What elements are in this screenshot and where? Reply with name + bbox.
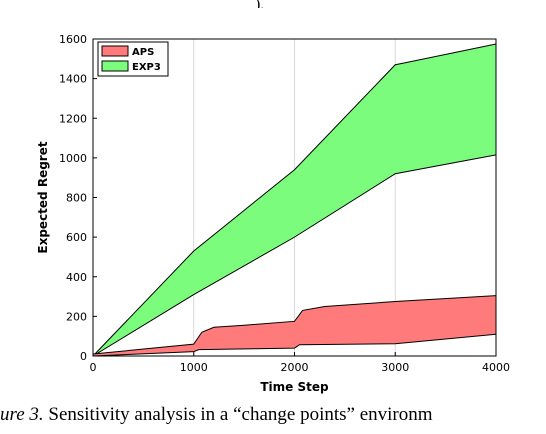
series-upper-line-aps <box>92 295 497 355</box>
series-lower-line-exp3 <box>92 154 497 357</box>
y-tick-label: 1000 <box>59 152 87 165</box>
y-tick-label: 800 <box>66 192 87 205</box>
y-tick-label: 400 <box>66 271 87 284</box>
legend-swatch-exp3 <box>101 60 129 72</box>
top-text-fragment: ), <box>255 0 275 8</box>
y-tick-label: 0 <box>80 350 87 363</box>
x-tick-label: 1000 <box>180 361 208 374</box>
y-axis-label: Expected Regret <box>36 141 50 253</box>
y-tick-label: 1600 <box>59 33 87 46</box>
legend-label-exp3: EXP3 <box>132 62 161 73</box>
series-lower-line-aps <box>92 333 497 357</box>
axis-ticks: 0 1000 2000 3000 4000 0 200 400 600 800 1000 1200 14… <box>59 33 510 374</box>
y-tick-label: 600 <box>66 231 87 244</box>
y-tick-label: 200 <box>66 310 87 323</box>
x-tick-label: 0 <box>90 361 97 374</box>
y-tick-label: 1200 <box>59 112 87 125</box>
series-band-exp3 <box>93 43 496 356</box>
x-tick-label: 2000 <box>281 361 309 374</box>
x-tick-label: 4000 <box>482 361 510 374</box>
legend-swatch-aps <box>101 45 129 57</box>
x-axis-label: Time Step <box>260 380 329 394</box>
y-tick-label: 1400 <box>59 73 87 86</box>
legend-label-aps: APS <box>132 47 154 58</box>
figure-caption: ure 3. Sensitivity analysis in a “change… <box>0 404 546 434</box>
legend: APS EXP3 <box>97 41 169 77</box>
series-band-aps <box>93 295 496 356</box>
caption-figure-label: ure 3. <box>0 404 44 425</box>
caption-text: Sensitivity analysis in a “change points… <box>43 404 433 425</box>
series-upper-line-exp3 <box>92 43 497 357</box>
regret-chart: 0 1000 2000 3000 4000 0 200 400 600 800 1000 1200 14… <box>36 33 510 394</box>
series-bands <box>92 43 497 357</box>
x-tick-label: 3000 <box>381 361 409 374</box>
